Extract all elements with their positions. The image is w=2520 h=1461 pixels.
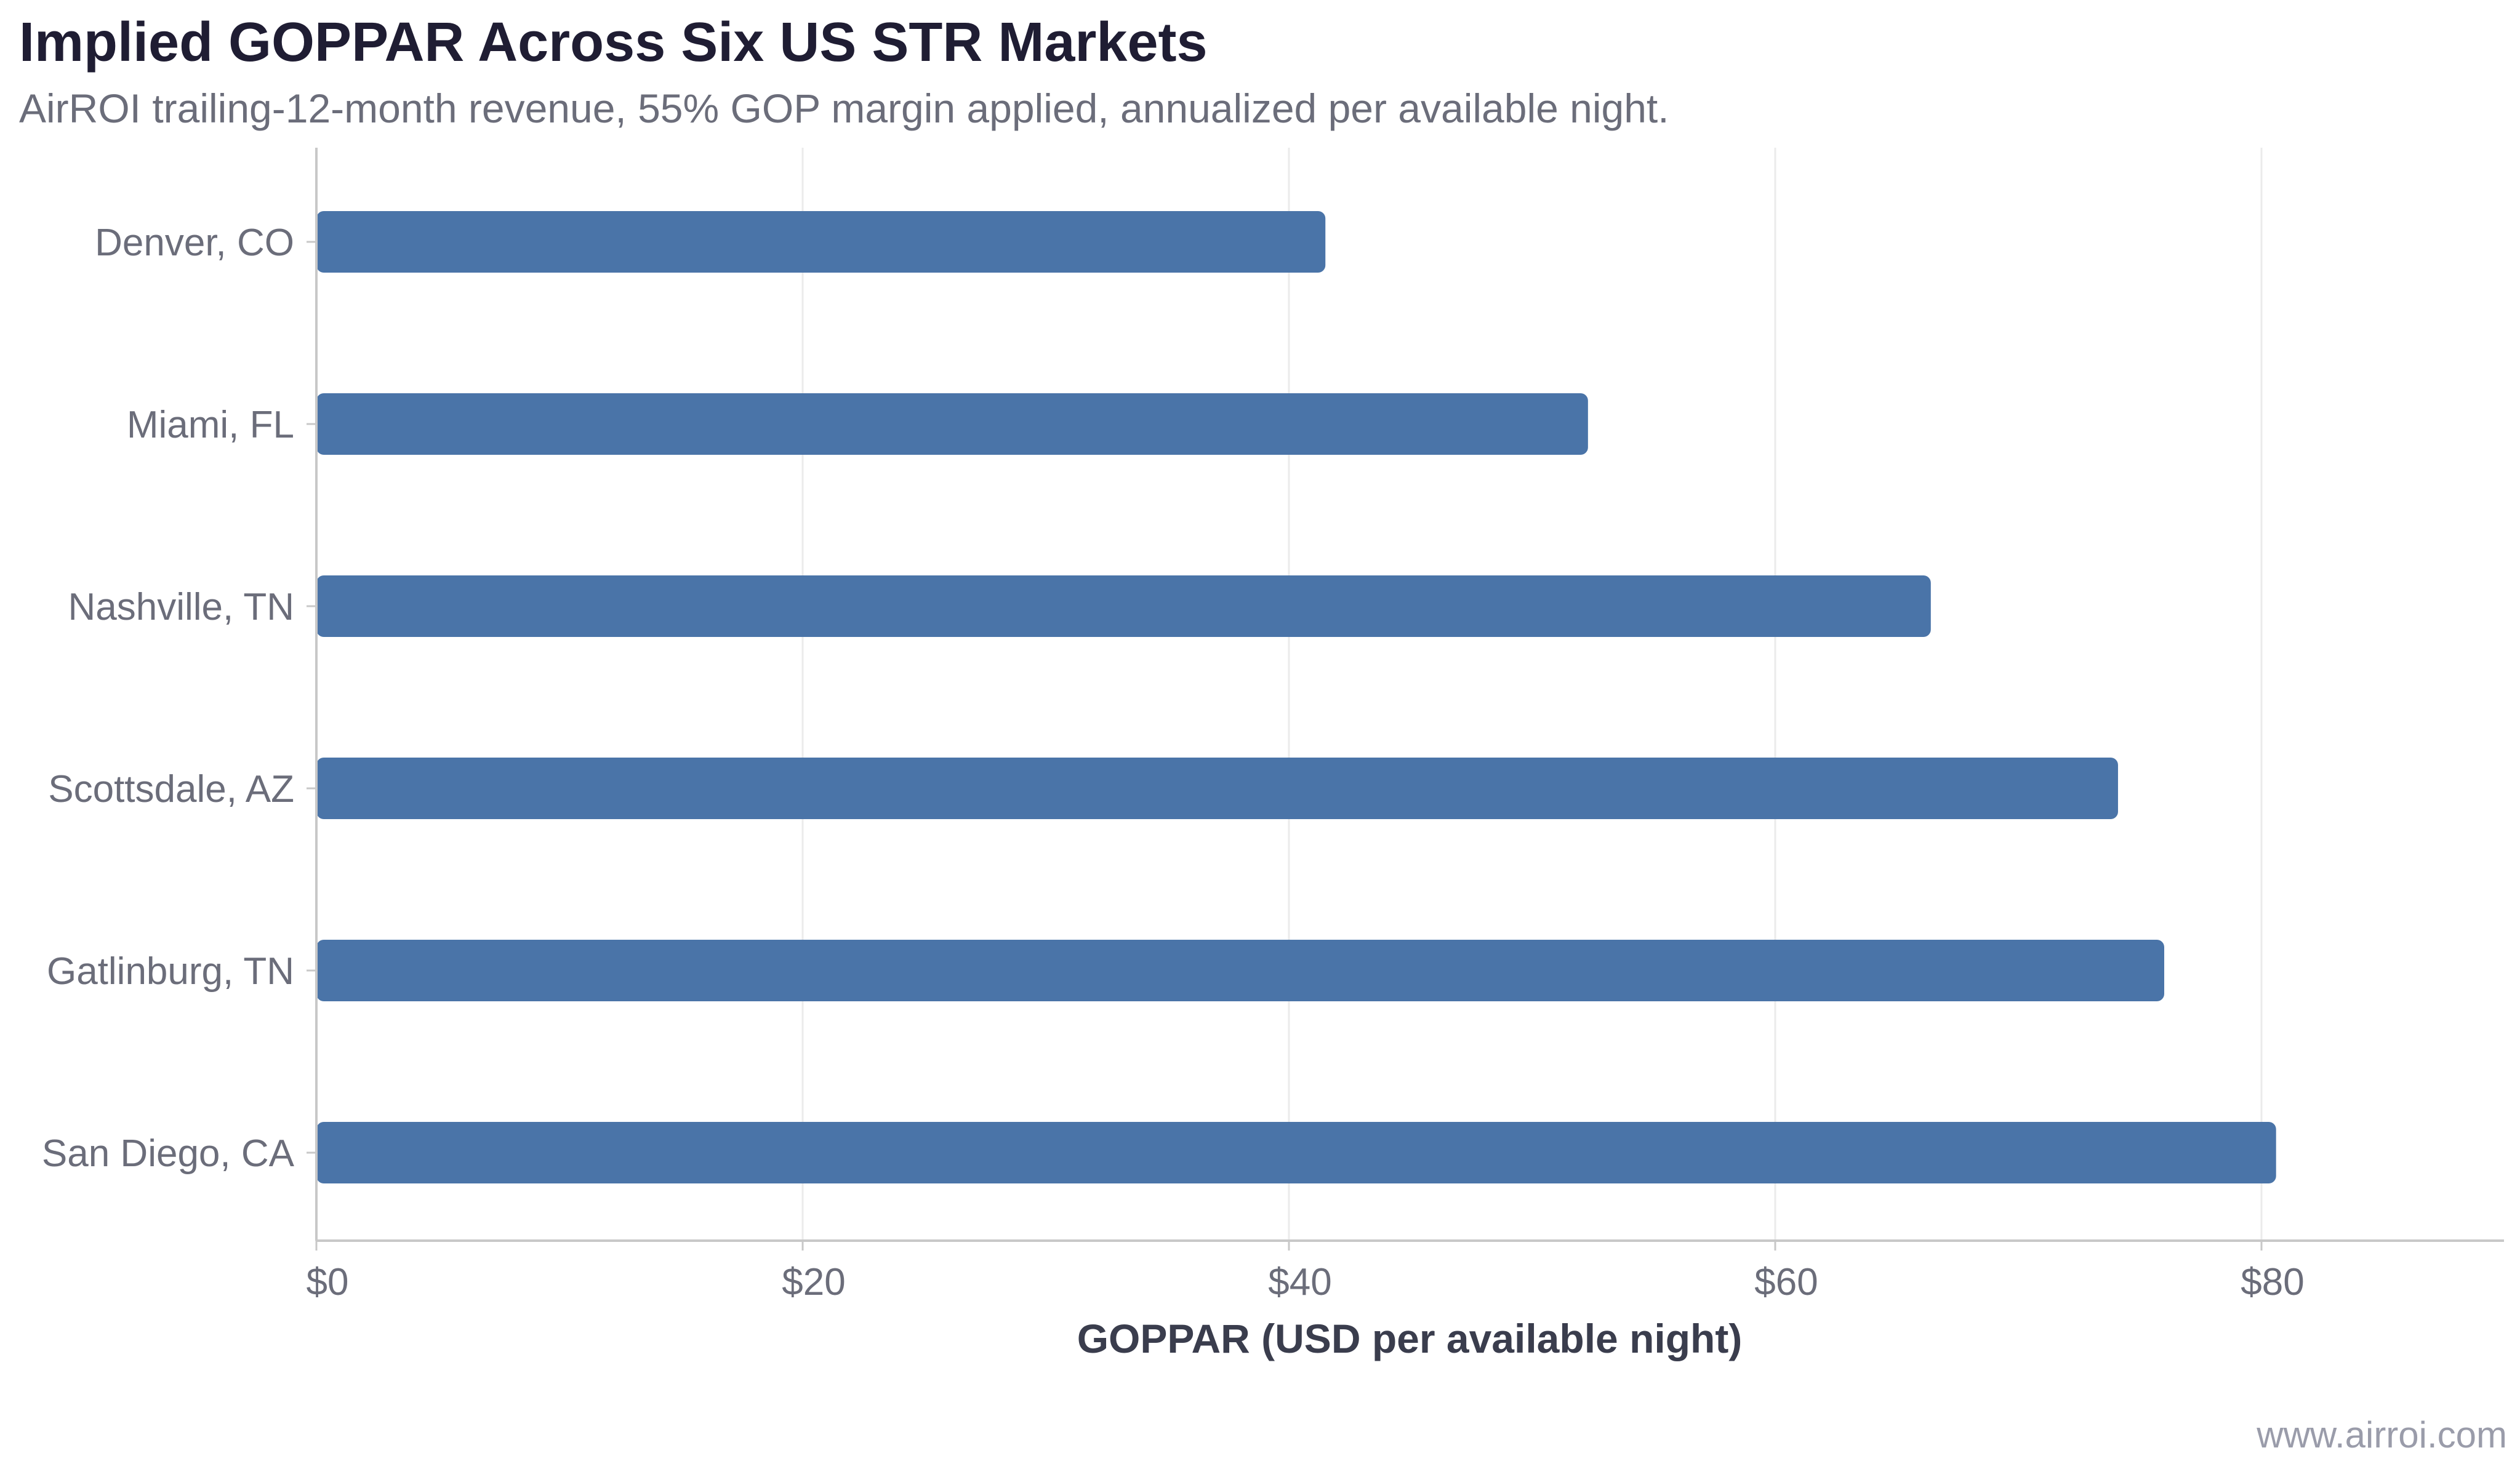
x-tick-label: $20 <box>782 1261 845 1303</box>
category-label: San Diego, CA <box>42 1132 295 1175</box>
category-label: Gatlinburg, TN <box>47 950 294 993</box>
bar <box>316 211 1326 273</box>
bars <box>316 211 2276 1183</box>
category-label: Nashville, TN <box>68 586 294 628</box>
x-tick-label: $80 <box>2241 1261 2304 1303</box>
tick-labels: $0 $20 $40 $60 $80 Denver, CO Miami, FL Nashvil… <box>42 222 2305 1303</box>
bar <box>316 575 1931 637</box>
source-watermark: www.airroi.com <box>2257 1414 2507 1455</box>
chart-subtitle: AirROI trailing-12-month revenue, 55% GO… <box>19 86 1669 131</box>
bar <box>316 758 2118 819</box>
bar <box>316 940 2164 1001</box>
x-tick-label: $60 <box>1754 1261 1818 1303</box>
category-label: Denver, CO <box>95 222 294 264</box>
category-label: Scottsdale, AZ <box>48 768 294 811</box>
chart-title: Implied GOPPAR Across Six US STR Markets <box>19 12 1208 73</box>
category-label: Miami, FL <box>127 404 294 446</box>
x-tick-label: $40 <box>1268 1261 1331 1303</box>
axes <box>307 148 2504 1251</box>
x-axis-title: GOPPAR (USD per available night) <box>1077 1316 1743 1361</box>
bar <box>316 1122 2276 1183</box>
bar <box>316 393 1588 455</box>
x-tick-label: $0 <box>307 1261 349 1303</box>
grid-lines <box>801 148 2263 1241</box>
